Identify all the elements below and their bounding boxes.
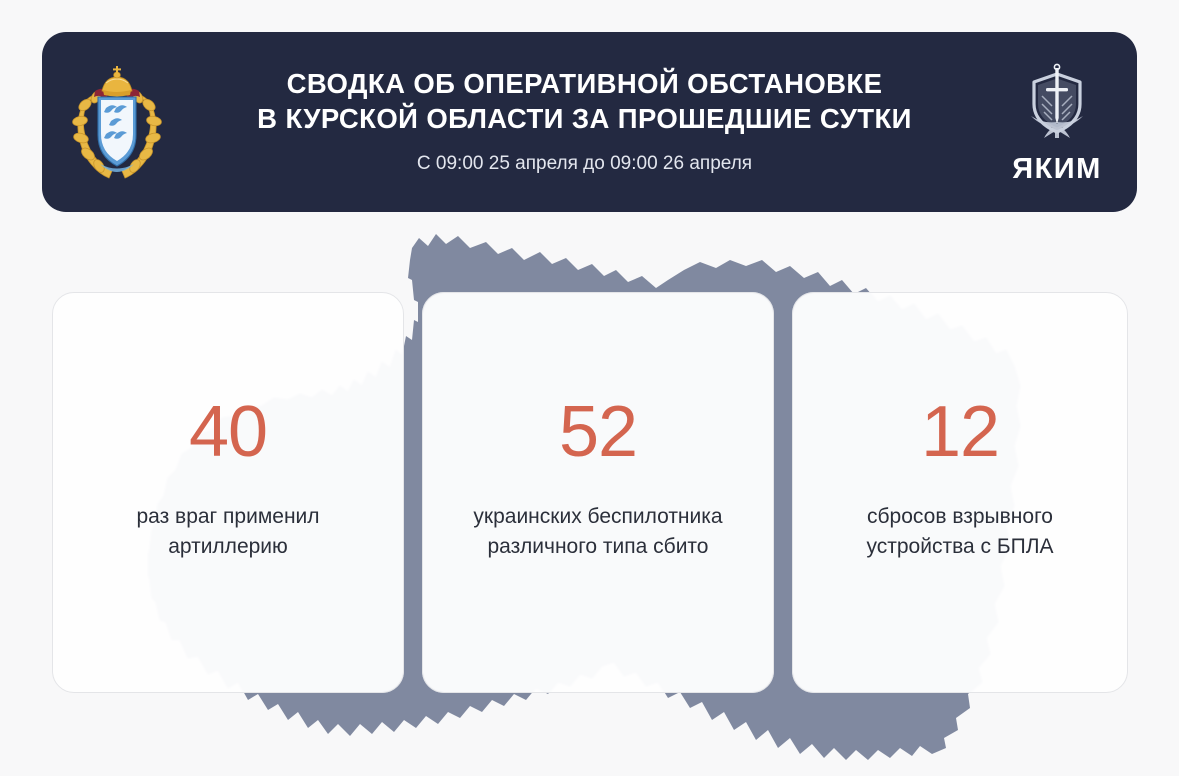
stat-value: 40 bbox=[188, 392, 268, 472]
stat-cards-row: 40 раз враг применил артиллерию 52 украи… bbox=[52, 292, 1128, 693]
yakim-logo-text: ЯКИМ bbox=[1012, 153, 1102, 185]
stat-value: 12 bbox=[920, 392, 1000, 472]
shield-sword-icon bbox=[1014, 60, 1100, 151]
stat-label: раз враг применил артиллерию bbox=[136, 505, 320, 558]
report-period-subtitle: С 09:00 25 апреля до 09:00 26 апреля bbox=[416, 153, 753, 175]
header-bar: СВОДКА ОБ ОПЕРАТИВНОЙ ОБСТАНОВКЕ В КУРСК… bbox=[42, 32, 1137, 212]
yakim-logo: ЯКИМ bbox=[977, 60, 1137, 184]
stat-label: украинских беспилотника различного типа … bbox=[473, 505, 723, 558]
header-text-block: СВОДКА ОБ ОПЕРАТИВНОЙ ОБСТАНОВКЕ В КУРСК… bbox=[192, 67, 977, 177]
stat-value: 52 bbox=[558, 392, 638, 472]
stat-label: сбросов взрывного устройства с БПЛА bbox=[866, 505, 1054, 558]
stat-card-drones-downed: 52 украинских беспилотника различного ти… bbox=[422, 292, 774, 693]
kursk-coat-of-arms-icon bbox=[42, 63, 192, 181]
page-title-line-2: В КУРСКОЙ ОБЛАСТИ ЗА ПРОШЕДШИЕ СУТКИ bbox=[257, 102, 912, 134]
stat-card-artillery: 40 раз враг применил артиллерию bbox=[52, 292, 404, 693]
page-title-line-1: СВОДКА ОБ ОПЕРАТИВНОЙ ОБСТАНОВКЕ bbox=[286, 68, 883, 100]
stat-card-explosive-drops: 12 сбросов взрывного устройства с БПЛА bbox=[792, 292, 1128, 693]
